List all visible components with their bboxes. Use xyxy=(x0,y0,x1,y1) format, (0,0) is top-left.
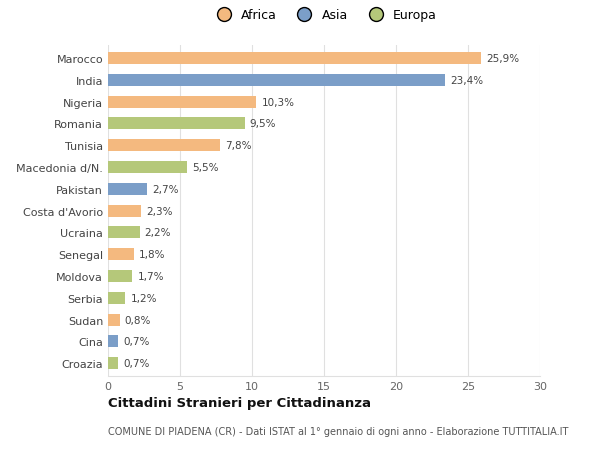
Bar xyxy=(108,53,481,65)
Bar xyxy=(108,249,134,261)
Bar xyxy=(108,336,118,347)
Bar xyxy=(108,75,445,87)
Text: 9,5%: 9,5% xyxy=(250,119,277,129)
Text: 1,8%: 1,8% xyxy=(139,250,166,260)
Text: 23,4%: 23,4% xyxy=(450,76,483,86)
Text: Cittadini Stranieri per Cittadinanza: Cittadini Stranieri per Cittadinanza xyxy=(108,396,371,409)
Text: 1,7%: 1,7% xyxy=(137,271,164,281)
Text: 2,7%: 2,7% xyxy=(152,185,178,195)
Text: 25,9%: 25,9% xyxy=(486,54,519,64)
Text: 10,3%: 10,3% xyxy=(262,97,295,107)
Text: 1,2%: 1,2% xyxy=(130,293,157,303)
Bar xyxy=(108,184,147,196)
Bar xyxy=(108,358,118,369)
Legend: Africa, Asia, Europa: Africa, Asia, Europa xyxy=(211,9,437,22)
Text: 2,3%: 2,3% xyxy=(146,206,173,216)
Bar xyxy=(108,96,256,108)
Text: 0,8%: 0,8% xyxy=(125,315,151,325)
Text: 7,8%: 7,8% xyxy=(226,141,252,151)
Bar xyxy=(108,118,245,130)
Text: 0,7%: 0,7% xyxy=(123,358,149,368)
Bar xyxy=(108,292,125,304)
Text: 2,2%: 2,2% xyxy=(145,228,171,238)
Text: 5,5%: 5,5% xyxy=(192,162,219,173)
Bar xyxy=(108,162,187,174)
Bar xyxy=(108,314,119,326)
Bar xyxy=(108,140,220,152)
Text: COMUNE DI PIADENA (CR) - Dati ISTAT al 1° gennaio di ogni anno - Elaborazione TU: COMUNE DI PIADENA (CR) - Dati ISTAT al 1… xyxy=(108,426,568,436)
Bar xyxy=(108,227,140,239)
Text: 0,7%: 0,7% xyxy=(123,336,149,347)
Bar xyxy=(108,205,141,217)
Bar xyxy=(108,270,133,282)
